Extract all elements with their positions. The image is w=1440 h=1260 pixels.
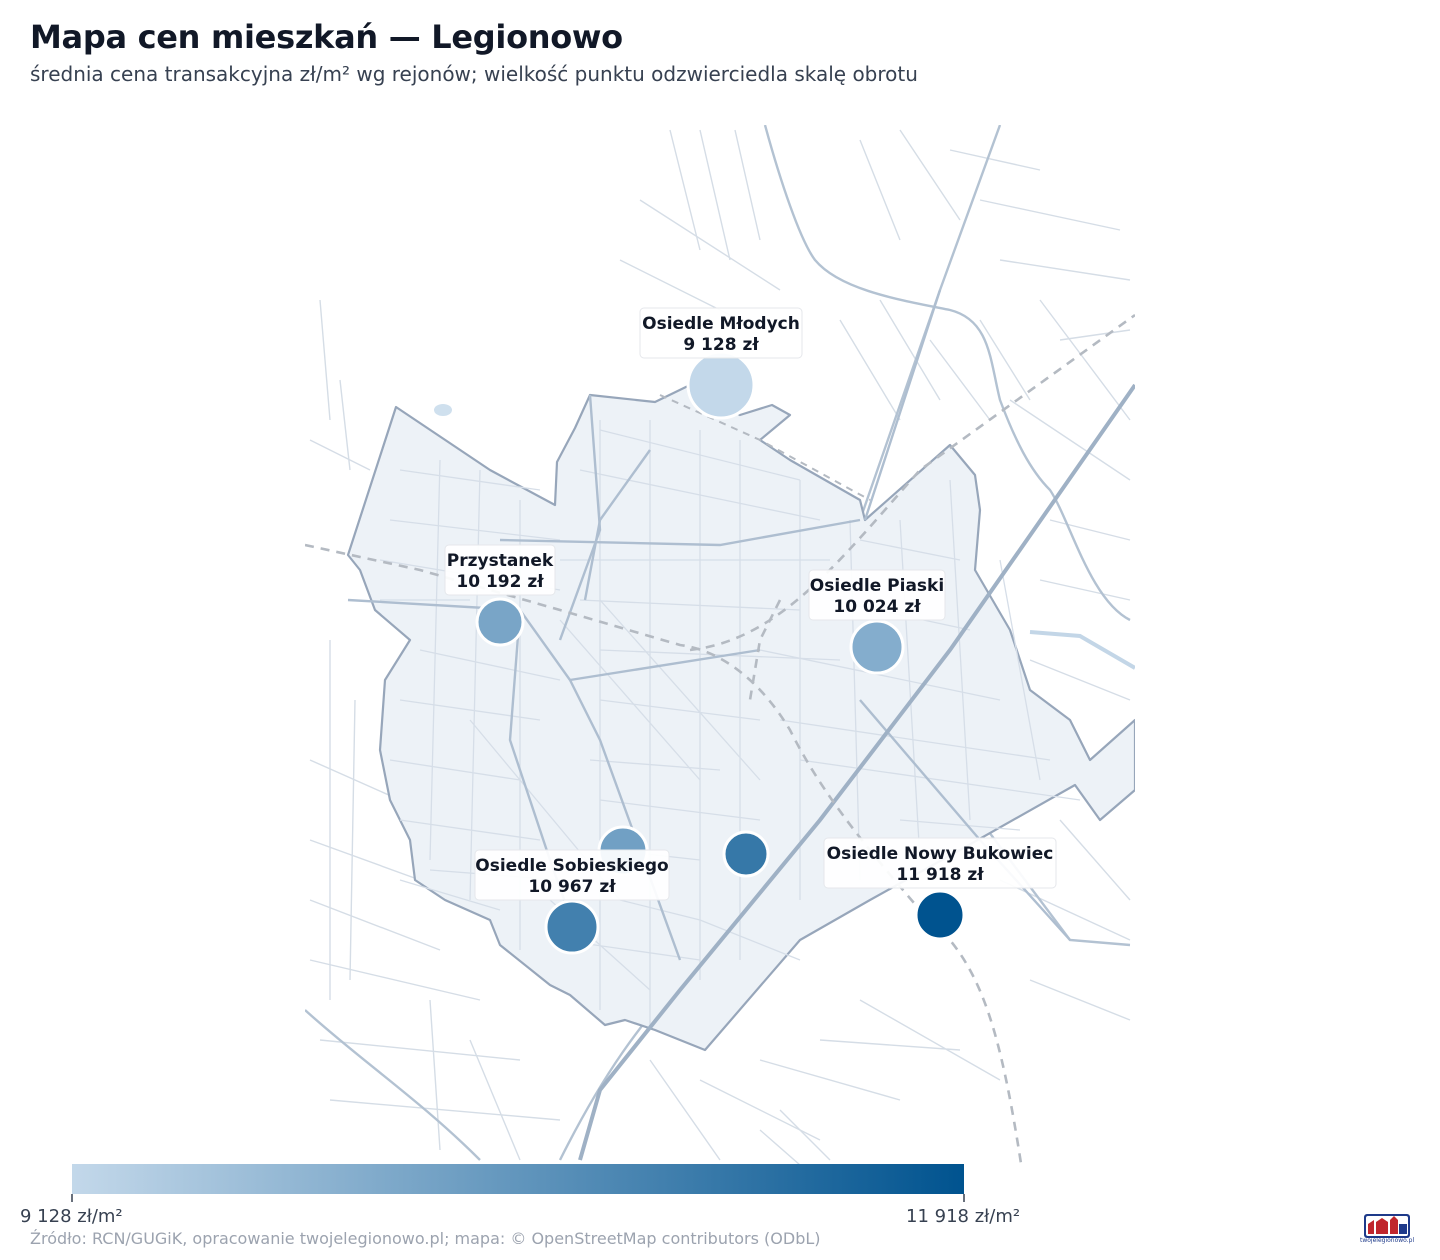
district-label-box	[823, 837, 1057, 889]
district-marker[interactable]	[475, 597, 525, 647]
district-name: Osiedle Młodych	[642, 314, 800, 334]
district-name: Osiedle Nowy Bukowiec	[827, 844, 1054, 864]
district-price: 10 024 zł	[833, 597, 921, 617]
twojelegionowo-logo-icon	[1364, 1214, 1410, 1238]
logo-caption: twojelegionowo.pl	[1360, 1237, 1415, 1244]
source-note: Źródło: RCN/GUGiK, opracowanie twojelegi…	[30, 1229, 821, 1248]
district-marker[interactable]	[914, 889, 966, 941]
legend-min-label: 9 128 zł/m²	[20, 1206, 123, 1227]
district-marker[interactable]	[544, 899, 600, 955]
district-price: 10 192 zł	[456, 572, 544, 592]
district-marker[interactable]	[849, 619, 905, 675]
legend-max-label: 11 918 zł/m²	[906, 1206, 1021, 1227]
minor-roads	[309, 129, 1131, 1165]
pond	[434, 404, 452, 416]
railway	[305, 313, 1135, 1165]
district-label-box	[444, 544, 556, 596]
page-subtitle: średnia cena transakcyjna zł/m² wg rejon…	[30, 62, 918, 86]
district-price: 10 967 zł	[528, 877, 616, 897]
district-marker[interactable]	[686, 350, 756, 420]
district-name: Przystanek	[447, 551, 554, 571]
page-title: Mapa cen mieszkań — Legionowo	[30, 18, 623, 56]
district-marker[interactable]	[722, 830, 770, 878]
district-label-box	[474, 849, 670, 901]
canal	[1029, 630, 1135, 670]
main-arterial	[578, 383, 1135, 1161]
basemap	[305, 125, 1135, 1165]
district-price: 9 128 zł	[683, 335, 759, 355]
legend-color-bar	[72, 1164, 964, 1194]
district-label-box	[639, 307, 803, 359]
district-name: Osiedle Sobieskiego	[475, 856, 668, 876]
district-label-box	[808, 569, 946, 621]
district-name: Osiedle Piaski	[810, 576, 944, 596]
district-price: 11 918 zł	[896, 865, 984, 885]
